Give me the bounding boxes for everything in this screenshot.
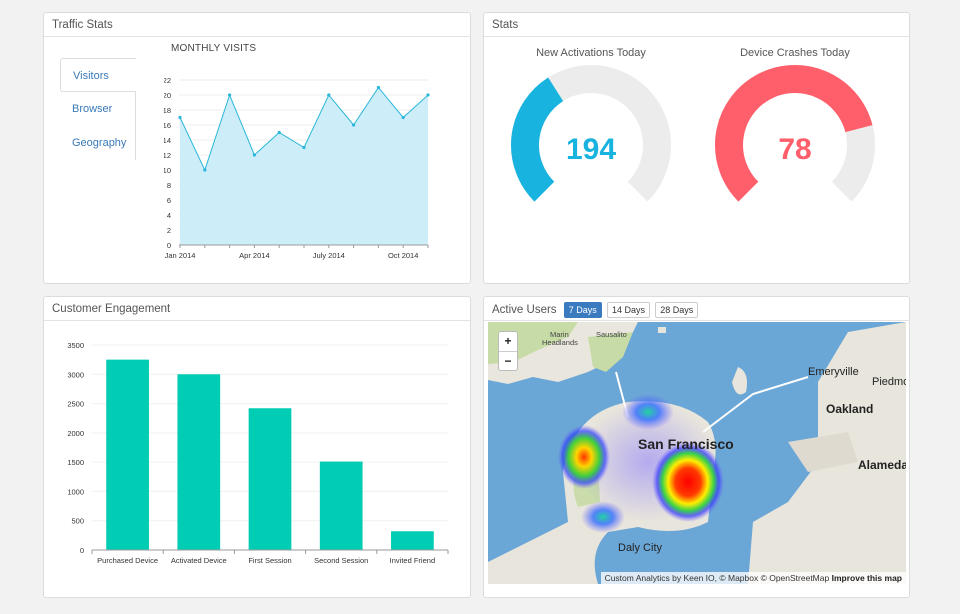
customer-engagement-panel: Customer Engagement 0 500 1000 1500 2000 2500… [43,296,471,598]
label-daly-city: Daly City [618,542,663,554]
data-point [401,115,405,120]
data-point [327,93,331,97]
category-label: Invited Friend [390,556,435,565]
data-point [352,123,356,127]
tab-browser[interactable]: Browser [60,92,136,126]
crashes-label: Device Crashes Today [740,47,850,59]
headlands-park [588,332,633,372]
x-tick-label: July 2014 [313,251,345,260]
category-label: Purchased Device [97,556,158,565]
y-tick-label: 2500 [67,400,84,409]
bar [177,374,221,550]
x-tick-label: Jan 2014 [165,251,196,260]
engagement-bar-chart: 0 500 1000 1500 2000 2500 3000 3500 Purchased De… [67,341,449,565]
data-point [252,153,256,157]
improve-map-link[interactable]: Improve this map [831,573,902,583]
gauge-value: 78 [778,133,811,166]
active-users-panel: Active Users 7 Days 14 Days 28 Days [483,296,910,598]
category-label: Second Session [314,556,368,565]
monthly-visits-chart: 0 2 4 6 8 10 12 14 16 18 20 22 Jan 2014 Apr 2014 July … [164,76,430,260]
data-point [426,93,430,97]
y-tick-label: 1500 [67,458,84,467]
range-7-days-button[interactable]: 7 Days [563,302,602,318]
x-tick-label: Oct 2014 [388,251,418,260]
gauge-value: 194 [566,133,616,166]
heat-spot-north [622,394,674,430]
bar [106,359,149,550]
bar [319,461,363,550]
tab-geography[interactable]: Geography [60,126,136,160]
gauge-fill [511,77,564,202]
active-users-header: Active Users 7 Days 14 Days 28 Days [484,297,909,321]
label-san-francisco: San Francisco [638,436,734,452]
heatmap-map[interactable]: San Francisco Oakland Emeryville Alameda… [488,322,906,584]
y-tick-label: 3500 [67,341,84,350]
label-marin: Marin [550,330,569,339]
data-point [203,168,207,172]
y-tick-label: 22 [164,76,171,85]
bar [391,531,434,550]
y-tick-label: 10 [164,166,171,175]
heat-spot-south [581,501,625,533]
map-attribution: Custom Analytics by Keen IO, © Mapbox © … [600,572,906,584]
category-label: First Session [248,556,291,565]
zoom-in-button[interactable]: + [504,334,512,348]
panel-title: Customer Engagement [44,297,470,321]
range-14-days-button[interactable]: 14 Days [606,302,650,318]
oakland-port [788,432,858,472]
traffic-tabs: Visitors Browser Geography [60,58,136,160]
data-point [277,130,281,135]
y-tick-label: 500 [71,517,84,526]
label-oakland: Oakland [826,402,874,416]
zoom-out-button[interactable]: − [499,351,517,370]
y-tick-label: 4 [167,211,171,220]
panel-title: Stats [484,13,909,37]
category-label: Activated Device [171,556,227,565]
y-tick-label: 8 [167,181,171,190]
panel-title: Active Users [492,304,557,316]
y-tick-label: 14 [164,136,171,145]
gauges: 194 78 [511,65,875,202]
y-tick-label: 16 [164,121,171,130]
gauge-fill [715,65,873,202]
activations-label: New Activations Today [536,47,646,59]
alcatraz [658,327,666,333]
stats-panel: Stats New Activations Today Device Crash… [483,12,910,284]
y-tick-label: 6 [167,196,171,205]
y-tick-label: 18 [164,106,171,115]
tab-visitors[interactable]: Visitors [60,58,136,92]
area-fill [180,87,428,245]
y-tick-label: 2000 [67,429,84,438]
y-tick-label: 1000 [67,487,84,496]
label-headlands: Headlands [542,338,578,347]
heat-spot-west [558,425,610,489]
map-canvas [488,322,906,584]
label-piedmont: Piedmo [872,376,906,388]
data-point [228,93,232,97]
y-tick-label: 2 [167,226,171,235]
y-tick-label: 20 [164,91,171,100]
bar [248,408,292,550]
y-tick-label: 12 [164,151,171,160]
map-zoom-control: + − [498,331,518,371]
label-emeryville: Emeryville [808,366,859,378]
traffic-stats-panel: Traffic Stats Visitors Browser Geography… [43,12,471,284]
data-point [376,85,380,90]
monthly-visits-title: MONTHLY VISITS [171,43,257,54]
label-sausalito: Sausalito [596,330,627,339]
heat-spot-center [652,442,724,522]
y-tick-label: 0 [167,241,171,250]
bay-bridge [702,376,809,433]
data-point [302,145,306,150]
label-alameda: Alameda [858,458,906,472]
y-tick-label: 3000 [67,370,84,379]
panel-title: Traffic Stats [44,13,470,37]
y-tick-label: 0 [80,546,84,555]
data-point [178,115,182,120]
x-tick-label: Apr 2014 [239,251,269,260]
attribution-text[interactable]: Custom Analytics by Keen IO, © Mapbox © … [604,573,830,583]
angel-island [732,367,747,395]
range-28-days-button[interactable]: 28 Days [655,302,699,318]
